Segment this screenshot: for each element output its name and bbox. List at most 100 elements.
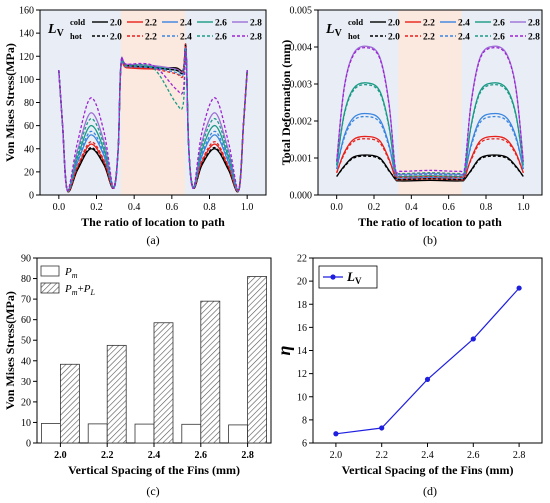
y-tick-label: 0.001 [290, 154, 313, 165]
x-tick-label: 0.6 [166, 202, 179, 213]
y-tick-label: 8 [302, 415, 307, 426]
data-point-Lv-2.6 [470, 336, 476, 342]
legend-label-cold-2.8: 2.8 [250, 19, 262, 29]
y-tick-label: 0 [29, 191, 34, 202]
x-tick-label: 2.4 [421, 450, 434, 461]
panel-label-b: (b) [423, 233, 437, 247]
legend-label-hot-2.0: 2.0 [388, 33, 400, 43]
panel-b-deformation-along-path: 0.0 0.2 0.4 0.6 0.8 1.0 0.000 0.001 0.002 0.003 0.… [279, 6, 543, 247]
y-tick-label: 0 [26, 439, 31, 450]
x-axis-label: The ratio of location to path [81, 215, 225, 229]
bar-Pm+PL-2.8 [247, 276, 268, 444]
legend-label-cold-2.2: 2.2 [423, 19, 435, 29]
legend-label-cold-2.4: 2.4 [458, 19, 470, 29]
x-tick-label: 0.2 [90, 202, 103, 213]
legend-label-cold-2.6: 2.6 [493, 19, 505, 29]
y-tick-label: 90 [21, 254, 31, 265]
y-tick-label: 20 [297, 277, 307, 288]
y-tick-label: 60 [24, 121, 34, 132]
bar-Pm-2.2 [87, 423, 108, 444]
y-tick-label: 80 [21, 274, 31, 285]
y-tick-label: 20 [24, 167, 34, 178]
legend-label-Lv: LV [346, 269, 362, 286]
x-tick-label: 2.6 [467, 450, 480, 461]
y-tick-label: 0.004 [290, 43, 313, 54]
y-tick-label: 6 [302, 439, 307, 450]
panel-c-stress-bars: 2.0 2.2 2.4 2.6 2.8 0 10 20 30 40 50 60 70 80 90 Vertic… [3, 254, 272, 498]
y-tick-label: 80 [24, 98, 34, 109]
y-tick-label: 0.000 [290, 191, 313, 202]
panel-label-c: (c) [146, 484, 159, 498]
series-line-hot-2.0 [58, 44, 248, 193]
y-axis-label: Von Mises Stress(MPa) [3, 291, 17, 410]
y-tick-label: 10 [21, 418, 31, 429]
plot-frame [312, 257, 543, 444]
legend-label-hot-2.6: 2.6 [493, 33, 505, 43]
y-tick-label: 140 [19, 29, 34, 40]
panel-d-eta-line: 2.0 2.2 2.4 2.6 2.8 6 8 10 12 14 16 18 20 22 Vertical … [274, 254, 543, 498]
y-tick-label: 0.003 [290, 80, 313, 91]
legend-label-hot-2.4: 2.4 [180, 33, 192, 43]
legend-label-Pm+PL: Pm+PL [64, 283, 95, 297]
series-line-cold-2.0 [336, 154, 524, 182]
series-line-cold-2.6 [336, 82, 524, 180]
y-tick-label: 22 [297, 254, 307, 265]
x-tick-label: 2.2 [101, 450, 114, 461]
data-point-Lv-2.4 [424, 376, 431, 383]
legend-label-hot-2.4: 2.4 [458, 33, 470, 43]
legend-title: LV [325, 22, 343, 39]
y-tick-label: 0.002 [290, 117, 313, 128]
x-tick-label: 2.8 [513, 450, 526, 461]
legend-label-cold-2.0: 2.0 [110, 19, 122, 29]
x-tick-label: 2.0 [54, 450, 67, 461]
series-line-hot-2.0 [336, 155, 524, 181]
y-axis-label: Von Mises Stress(MPa) [3, 43, 17, 162]
y-tick-label: 16 [297, 323, 307, 334]
x-tick-label: 2.8 [241, 450, 254, 461]
series-line-hot-2.4 [336, 115, 524, 177]
y-tick-label: 100 [19, 75, 34, 86]
y-tick-label: 70 [21, 295, 31, 306]
x-tick-label: 1.0 [241, 202, 254, 213]
panel-label-a: (a) [146, 233, 159, 247]
legend-row-label-cold: cold [348, 17, 363, 27]
legend-box [318, 265, 378, 289]
y-tick-label: 160 [19, 6, 34, 17]
x-tick-label: 0.4 [128, 202, 141, 213]
legend-row-label-hot: hot [348, 31, 360, 41]
legend-label-hot-2.2: 2.2 [145, 33, 157, 43]
series-line-hot-2.8 [58, 50, 248, 192]
legend-label-cold-2.0: 2.0 [388, 19, 400, 29]
legend-label-hot-2.8: 2.8 [250, 33, 262, 43]
legend-label-cold-2.8: 2.8 [528, 19, 540, 29]
bar-Pm-2.8 [228, 424, 249, 444]
series-line-cold-2.6 [58, 45, 248, 192]
x-tick-label: 0.8 [203, 202, 216, 213]
x-axis-label: Vertical Spacing of the Fins (mm) [68, 463, 240, 477]
legend-label-Pm: Pm [64, 266, 78, 280]
y-tick-label: 30 [21, 377, 31, 388]
legend-label-cold-2.6: 2.6 [215, 19, 227, 29]
series-line-cold-2.4 [336, 112, 524, 180]
series-line-hot-2.6 [336, 83, 524, 177]
y-tick-label: 60 [21, 315, 31, 326]
legend-label-hot-2.6: 2.6 [215, 33, 227, 43]
legend-title: LV [47, 22, 65, 39]
legend-label-cold-2.2: 2.2 [145, 19, 157, 29]
x-tick-label: 0.6 [442, 202, 455, 213]
data-point-Lv-2.2 [379, 425, 385, 431]
y-tick-label: 18 [297, 300, 307, 311]
middle-region-shade [120, 10, 186, 195]
panel-label-d: (d) [423, 484, 437, 498]
legend-swatch-Pm+PL [40, 282, 60, 294]
x-tick-label: 2.0 [330, 450, 343, 461]
legend-row-label-cold: cold [70, 17, 85, 27]
y-tick-label: 0.005 [290, 6, 313, 17]
legend-label-hot-2.8: 2.8 [528, 33, 540, 43]
y-tick-label: 14 [297, 346, 307, 357]
middle-region-shade [398, 10, 462, 195]
series-line-cold-2.8 [58, 44, 248, 192]
x-tick-label: 1.0 [517, 202, 530, 213]
bar-Pm+PL-2.0 [60, 363, 80, 444]
